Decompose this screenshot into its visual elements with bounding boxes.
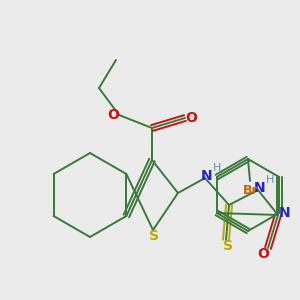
Text: S: S: [223, 239, 233, 253]
Text: H: H: [266, 175, 274, 185]
Text: O: O: [185, 111, 197, 125]
Text: N: N: [201, 169, 213, 183]
Text: O: O: [257, 247, 269, 261]
Text: S: S: [149, 229, 159, 243]
Text: N: N: [254, 181, 266, 195]
Text: H: H: [213, 163, 221, 173]
Text: O: O: [107, 108, 119, 122]
Text: N: N: [278, 206, 290, 220]
Text: Br: Br: [243, 184, 259, 197]
